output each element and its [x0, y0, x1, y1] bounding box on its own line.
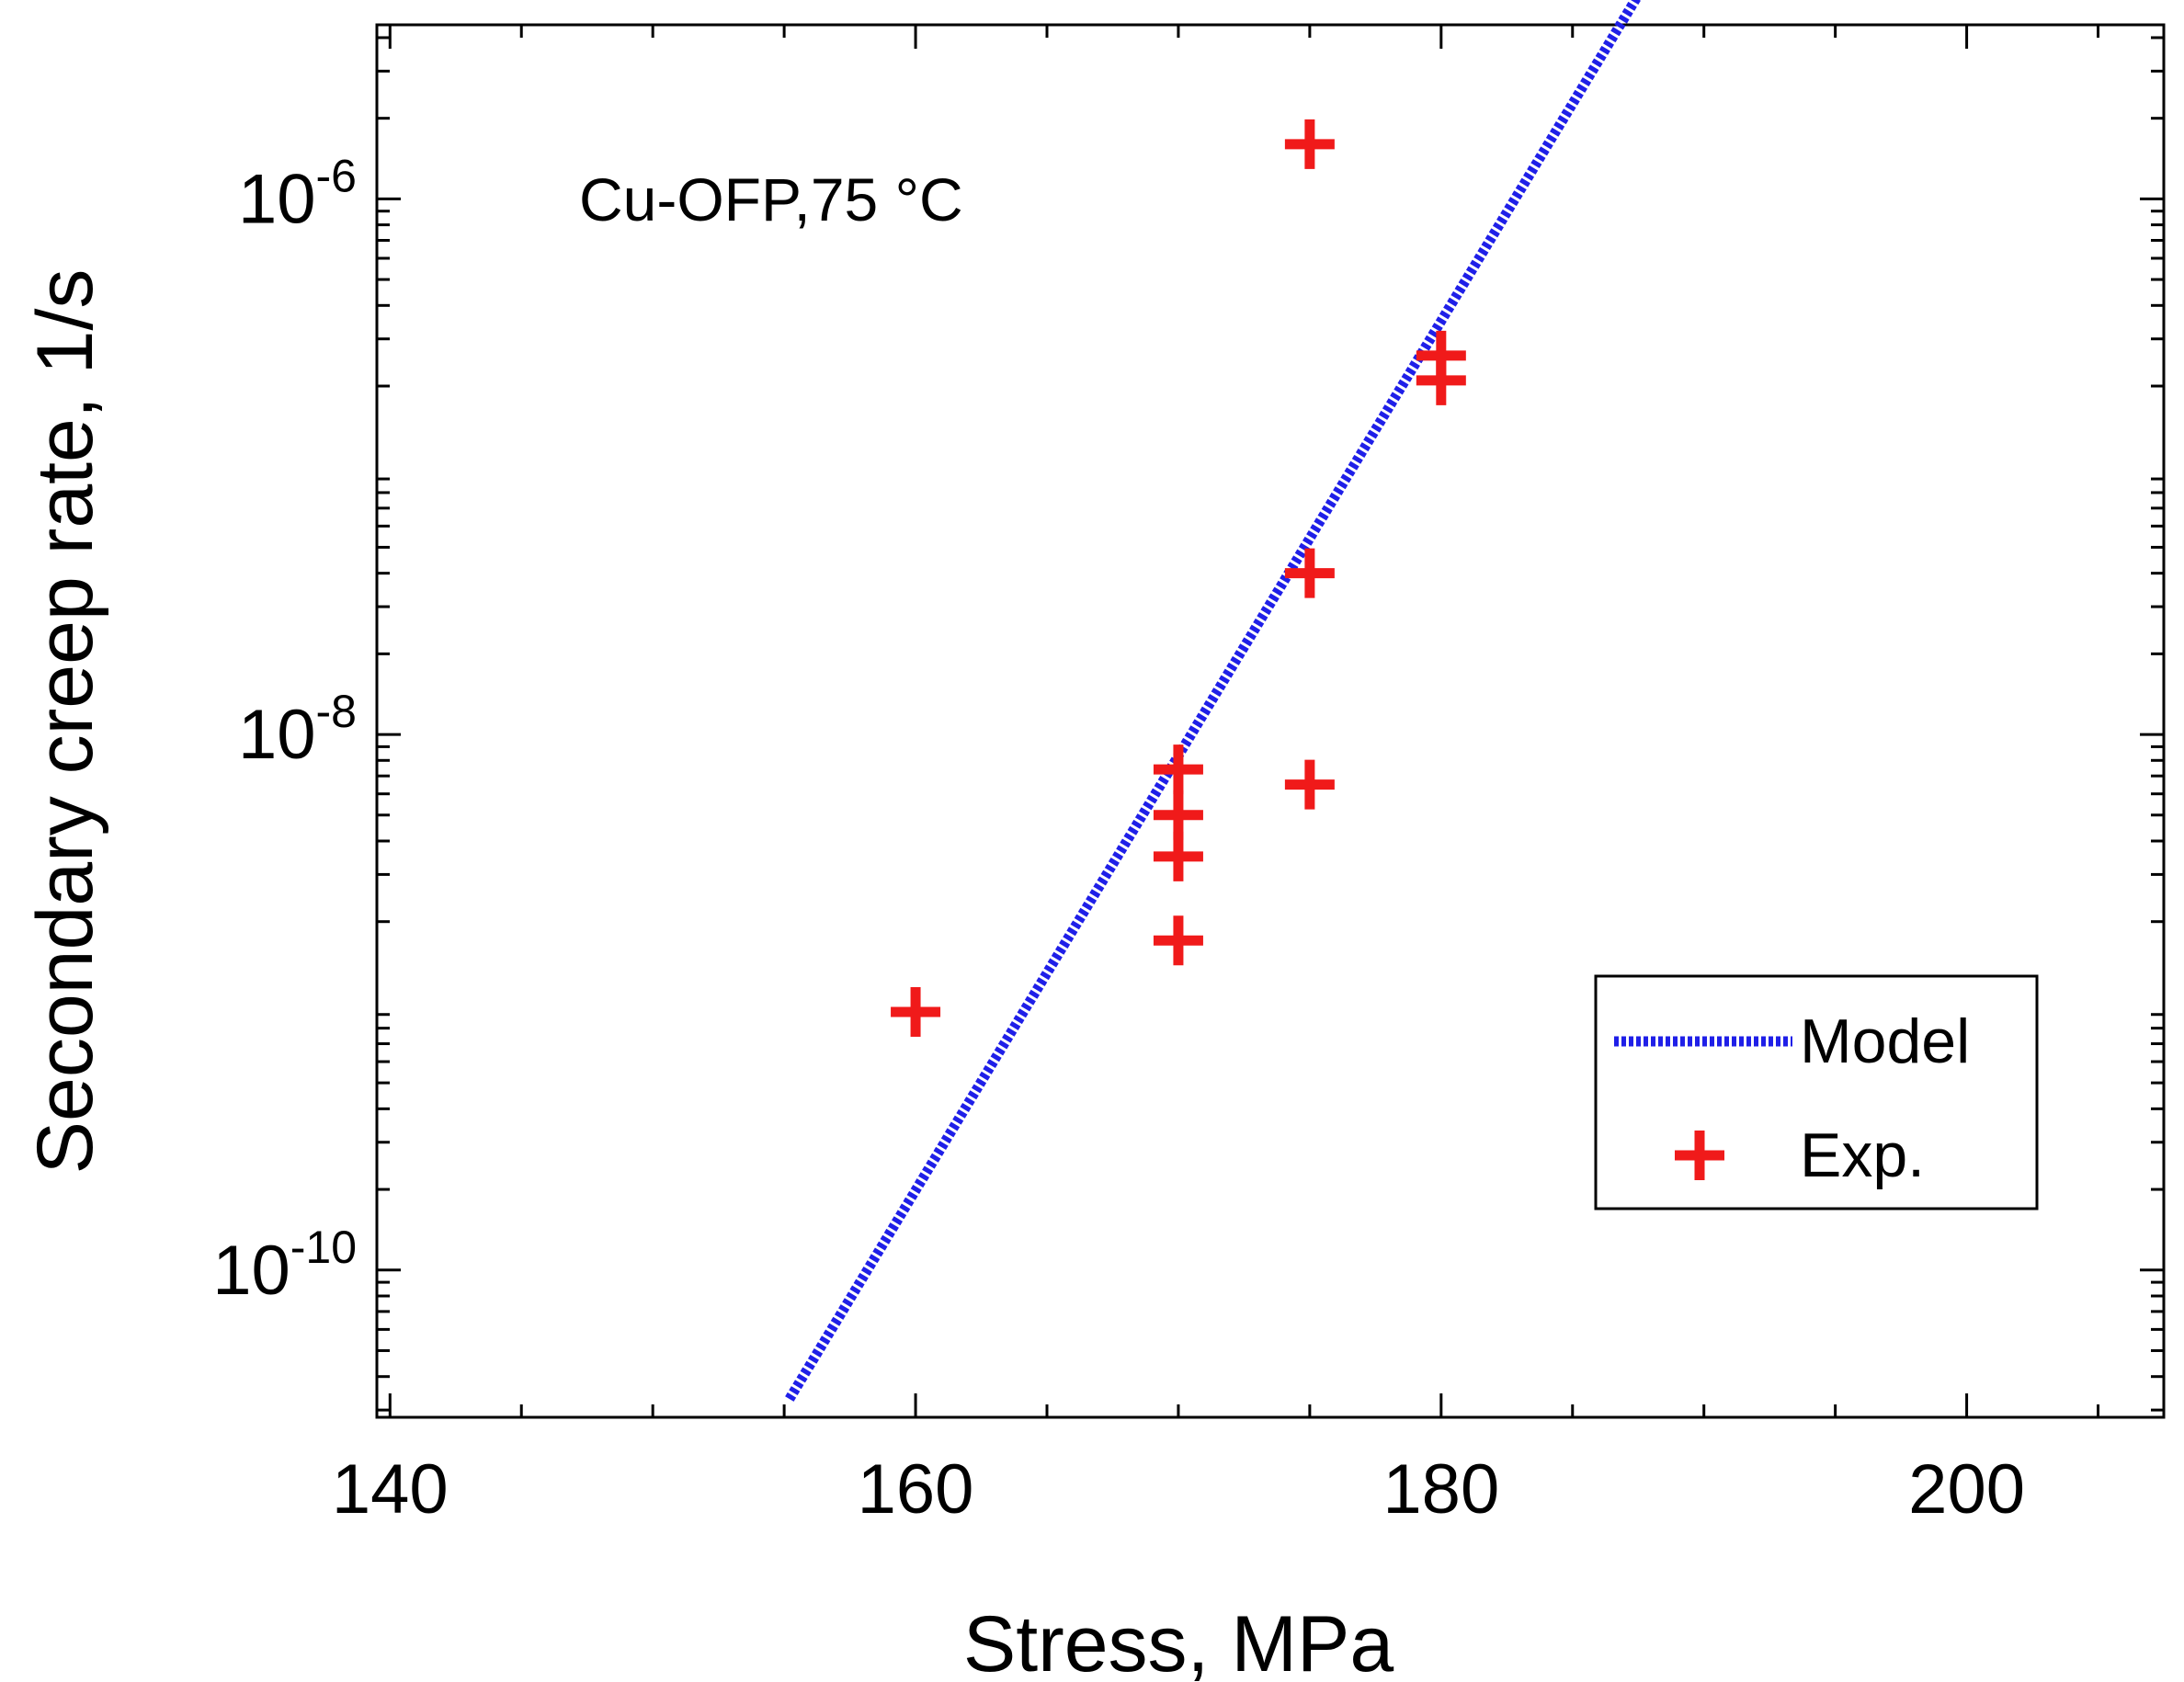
y-tick-label: 10-8: [238, 686, 357, 774]
exp-point: [1284, 119, 1335, 169]
y-tick-base: 10: [212, 1232, 290, 1310]
legend-exp-label: Exp.: [1800, 1120, 1925, 1190]
y-tick-exponent: -8: [316, 686, 357, 737]
plot-frame: [375, 23, 2166, 1419]
axis-ticks: [377, 25, 2164, 1417]
exp-point: [1153, 744, 1203, 795]
legend-model-label: Model: [1800, 1006, 1970, 1076]
y-tick-exponent: -10: [290, 1222, 357, 1273]
y-tick-base: 10: [238, 160, 316, 238]
x-tick-label: 140: [332, 1450, 449, 1529]
x-axis-label: Stress, MPa: [963, 1600, 1394, 1682]
x-tick-label: 160: [858, 1450, 974, 1529]
y-tick-exponent: -6: [316, 150, 357, 201]
exp-series: [891, 119, 1466, 1037]
x-tick-label: 200: [1908, 1450, 2025, 1529]
exp-point: [1153, 915, 1203, 966]
exp-point: [1284, 548, 1335, 598]
x-tick-label: 180: [1382, 1450, 1499, 1529]
y-tick-label: 10-6: [238, 150, 357, 238]
y-tick-label: 10-10: [212, 1222, 357, 1310]
exp-point: [1416, 330, 1466, 381]
model-line: [785, 0, 1642, 1402]
legend-box: [1594, 974, 2039, 1210]
legend: Model Exp.: [1594, 974, 2039, 1210]
exp-point: [891, 986, 941, 1037]
y-tick-base: 10: [238, 696, 316, 774]
legend-exp-marker: [1675, 1131, 1724, 1180]
exp-point: [1153, 831, 1203, 881]
model-series: [785, 0, 1642, 1402]
exp-point: [1284, 759, 1335, 810]
exp-point: [1153, 790, 1203, 840]
y-axis-label: Secondary creep rate, 1/s: [21, 269, 109, 1175]
annotation-label: Cu-OFP,75 °C: [579, 165, 963, 233]
